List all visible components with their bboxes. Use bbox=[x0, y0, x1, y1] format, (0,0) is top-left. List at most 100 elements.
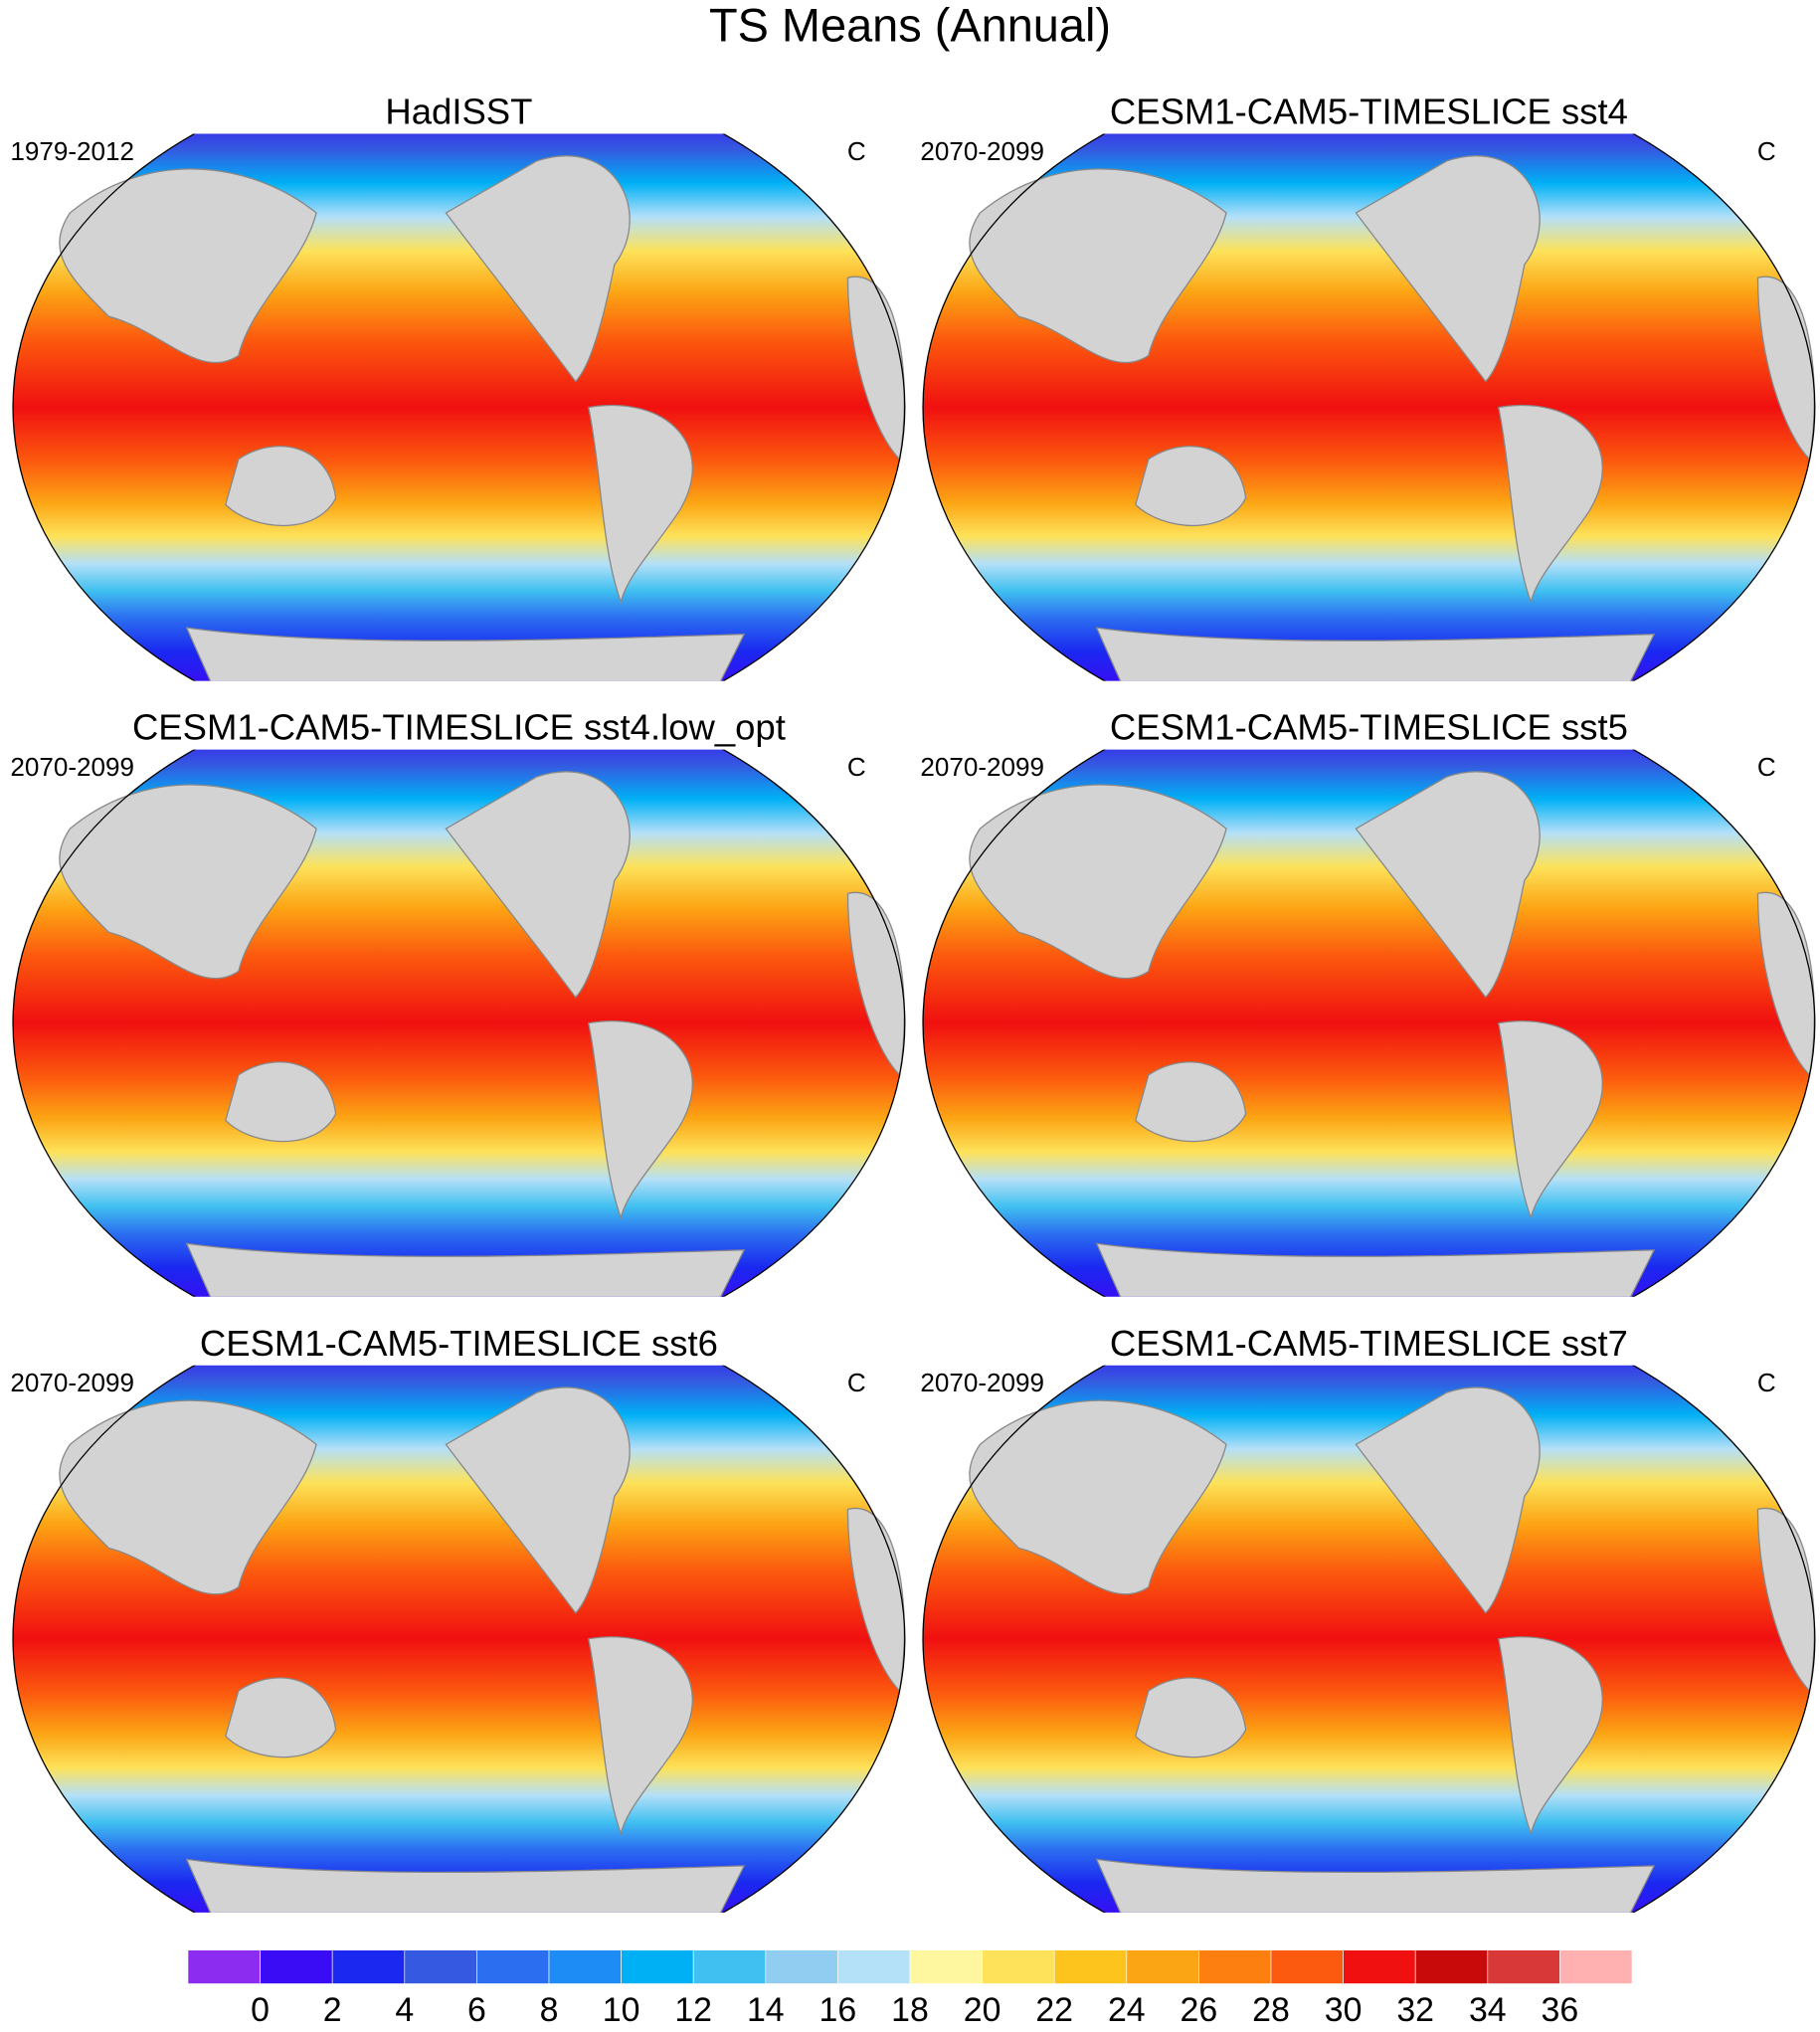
panel-title: CESM1-CAM5-TIMESLICE sst5 bbox=[1110, 707, 1628, 748]
land bbox=[969, 168, 1227, 364]
land bbox=[1095, 627, 1656, 681]
figure-title: TS Means (Annual) bbox=[709, 0, 1111, 51]
colorbar-box bbox=[982, 1949, 1055, 1984]
panel-period: 2070-2099 bbox=[10, 1368, 134, 1397]
land bbox=[185, 1242, 746, 1297]
colorbar-tick-label: 30 bbox=[1325, 1991, 1363, 2029]
colorbar-box bbox=[1487, 1949, 1560, 1984]
colorbar-box bbox=[187, 1949, 261, 1984]
colorbar-box bbox=[476, 1949, 550, 1984]
colorbar-box bbox=[1198, 1949, 1272, 1984]
colorbar-tick-label: 32 bbox=[1396, 1991, 1434, 2029]
land bbox=[1135, 446, 1247, 526]
land bbox=[185, 627, 746, 681]
panel-title: CESM1-CAM5-TIMESLICE sst6 bbox=[200, 1323, 718, 1364]
land bbox=[1135, 1677, 1247, 1758]
map bbox=[12, 133, 906, 681]
colorbar-box bbox=[1414, 1949, 1489, 1984]
colorbar-box bbox=[837, 1949, 911, 1984]
colorbar-box bbox=[1270, 1949, 1344, 1984]
land bbox=[445, 1386, 631, 1614]
land bbox=[225, 446, 337, 526]
colorbar-tick-label: 20 bbox=[964, 1991, 1001, 2029]
land bbox=[587, 1020, 693, 1220]
panel: CESM1-CAM5-TIMESLICE sst4.low_opt 2070-20… bbox=[10, 707, 906, 1297]
land bbox=[225, 1061, 337, 1143]
colorbar-box bbox=[692, 1949, 767, 1984]
land bbox=[587, 404, 693, 605]
colorbar-tick-label: 8 bbox=[540, 1991, 559, 2029]
colorbar-tick-label: 16 bbox=[819, 1991, 857, 2029]
colorbar-tick-label: 26 bbox=[1181, 1991, 1218, 2029]
land bbox=[1095, 1242, 1656, 1297]
land bbox=[969, 1399, 1227, 1595]
panel-period: 1979-2012 bbox=[10, 136, 134, 166]
land bbox=[1355, 155, 1541, 383]
land bbox=[59, 168, 317, 364]
colorbar-box bbox=[331, 1949, 406, 1984]
land bbox=[1095, 1858, 1656, 1913]
map-outline bbox=[12, 749, 906, 1297]
land bbox=[1497, 1020, 1603, 1220]
colorbar-tick-label: 34 bbox=[1469, 1991, 1507, 2029]
map-outline bbox=[922, 133, 1816, 681]
map-outline bbox=[922, 1365, 1816, 1913]
colorbar-box bbox=[404, 1949, 477, 1984]
panel-period: 2070-2099 bbox=[920, 752, 1044, 782]
colorbar-tick-label: 0 bbox=[251, 1991, 270, 2029]
panel: HadISST 1979-2012 C bbox=[10, 92, 906, 681]
colorbar-box bbox=[1053, 1949, 1128, 1984]
panel-period: 2070-2099 bbox=[920, 136, 1044, 166]
land bbox=[445, 155, 631, 383]
panel: CESM1-CAM5-TIMESLICE sst7 2070-2099 C bbox=[920, 1323, 1816, 1913]
panel-units: C bbox=[847, 1368, 866, 1397]
panel-title: CESM1-CAM5-TIMESLICE sst7 bbox=[1110, 1323, 1628, 1364]
panel-units: C bbox=[1757, 1368, 1776, 1397]
colorbar-tick-label: 36 bbox=[1542, 1991, 1579, 2029]
panel: CESM1-CAM5-TIMESLICE sst4 2070-2099 C bbox=[920, 92, 1816, 681]
land bbox=[587, 1636, 693, 1836]
land bbox=[185, 1858, 746, 1913]
colorbar-tick-label: 2 bbox=[323, 1991, 342, 2029]
land bbox=[59, 1399, 317, 1595]
map bbox=[922, 133, 1816, 681]
panel: CESM1-CAM5-TIMESLICE sst6 2070-2099 C bbox=[10, 1323, 906, 1913]
colorbar-box bbox=[909, 1949, 983, 1984]
map-outline bbox=[12, 1365, 906, 1913]
map-outline bbox=[12, 133, 906, 681]
land bbox=[1355, 771, 1541, 999]
colorbar-box bbox=[1559, 1949, 1633, 1984]
colorbar-tick-label: 10 bbox=[603, 1991, 640, 2029]
panel-units: C bbox=[1757, 136, 1776, 166]
land bbox=[1135, 1061, 1247, 1143]
panel-units: C bbox=[1757, 752, 1776, 782]
colorbar-tick-label: 28 bbox=[1252, 1991, 1290, 2029]
colorbar-tick-label: 6 bbox=[467, 1991, 486, 2029]
colorbar-box bbox=[765, 1949, 838, 1984]
land bbox=[1355, 1386, 1541, 1614]
colorbar-box bbox=[548, 1949, 622, 1984]
colorbar-box bbox=[1126, 1949, 1199, 1984]
panel-title: CESM1-CAM5-TIMESLICE sst4 bbox=[1110, 92, 1628, 132]
colorbar-box bbox=[1343, 1949, 1416, 1984]
panel-title: HadISST bbox=[385, 92, 532, 132]
land bbox=[969, 784, 1227, 980]
panel-units: C bbox=[847, 752, 866, 782]
land bbox=[1497, 1636, 1603, 1836]
panel-title: CESM1-CAM5-TIMESLICE sst4.low_opt bbox=[132, 707, 786, 748]
colorbar-tick-label: 12 bbox=[674, 1991, 712, 2029]
map bbox=[12, 749, 906, 1297]
map bbox=[12, 1365, 906, 1913]
panel-period: 2070-2099 bbox=[10, 752, 134, 782]
land bbox=[1497, 404, 1603, 605]
map bbox=[922, 749, 1816, 1297]
map bbox=[922, 1365, 1816, 1913]
colorbar-box bbox=[621, 1949, 694, 1984]
colorbar-tick-label: 4 bbox=[395, 1991, 414, 2029]
panel: CESM1-CAM5-TIMESLICE sst5 2070-2099 C bbox=[920, 707, 1816, 1297]
colorbar-tick-label: 18 bbox=[891, 1991, 929, 2029]
colorbar-tick-label: 24 bbox=[1108, 1991, 1146, 2029]
land bbox=[445, 771, 631, 999]
